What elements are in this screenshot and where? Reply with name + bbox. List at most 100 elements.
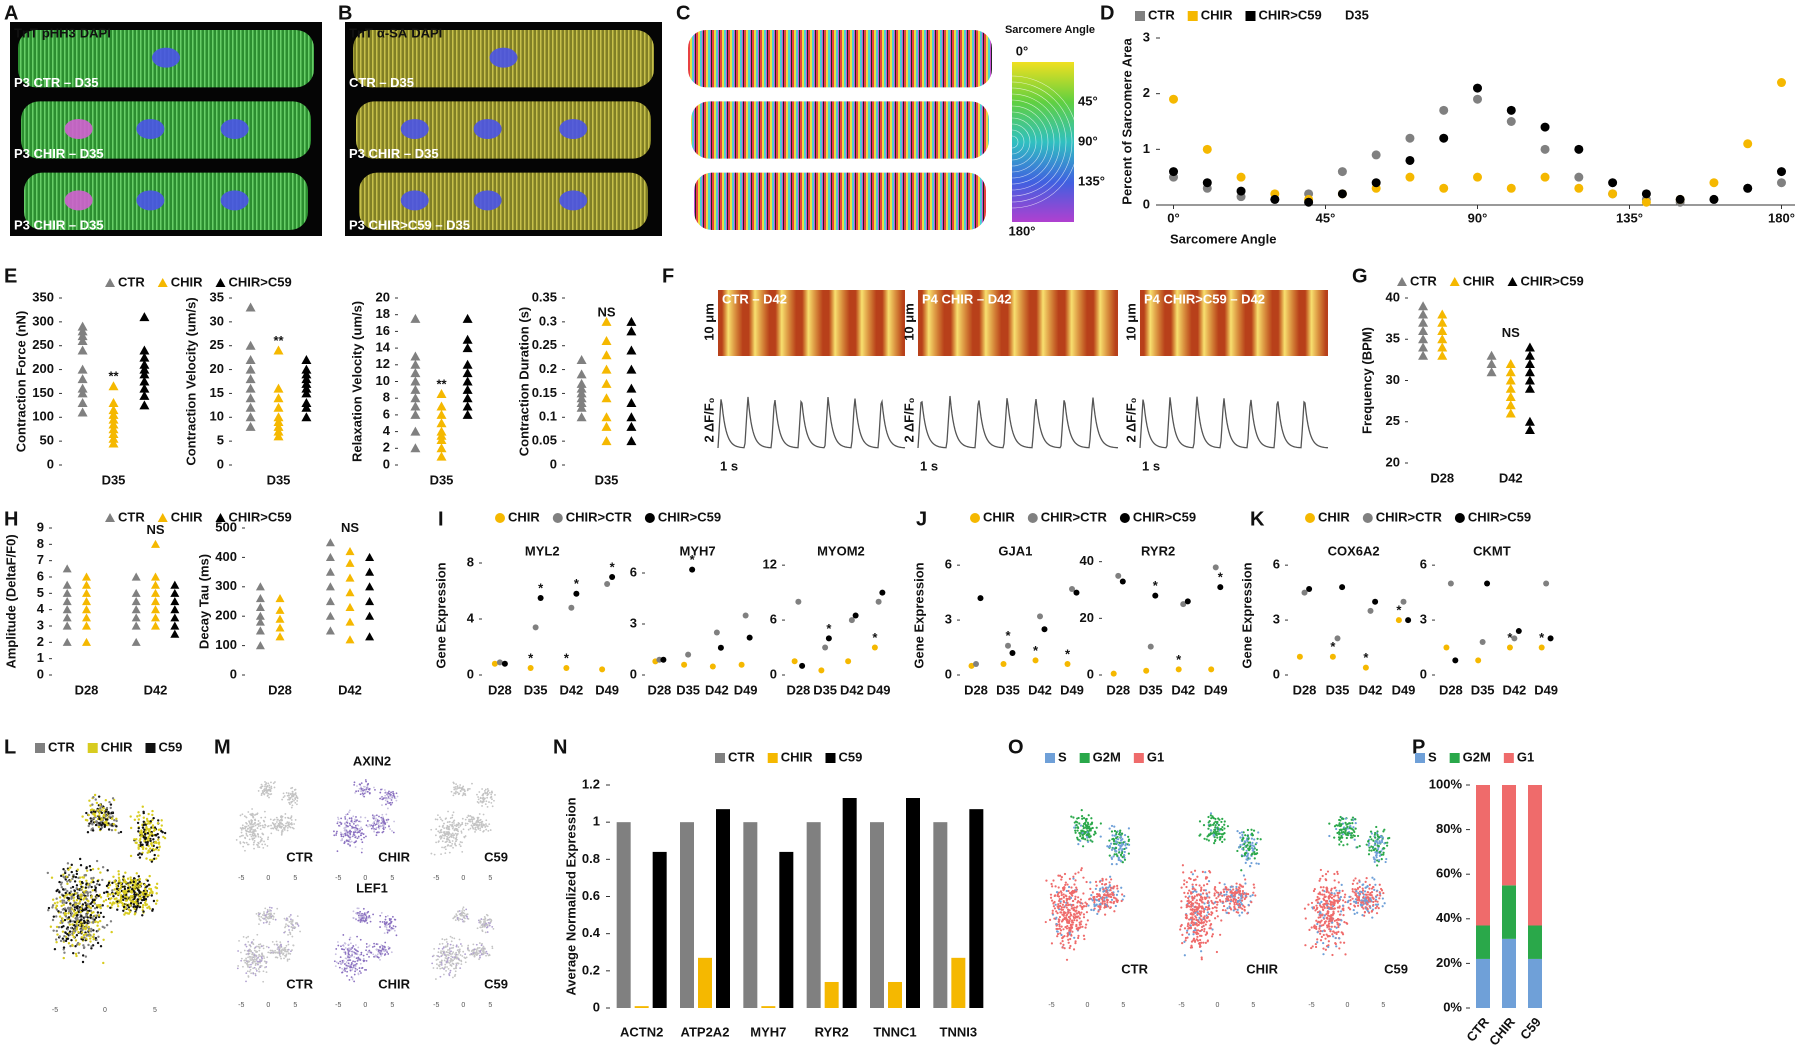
umap-dot: [267, 913, 270, 916]
umap-dot: [263, 957, 266, 959]
umap-dot: [1123, 895, 1126, 898]
y-axis-label: Contraction Duration (s): [516, 307, 531, 457]
panel-letter: F: [662, 265, 674, 287]
data-point: [1147, 643, 1154, 650]
umap-dot: [380, 912, 383, 914]
umap-dot: [251, 823, 254, 826]
umap-dot: [67, 916, 71, 919]
umap-dot: [350, 830, 353, 833]
umap-dot: [1049, 893, 1053, 896]
umap-dot: [389, 828, 391, 830]
data-point: [576, 369, 587, 379]
x-tick-label: D35: [595, 472, 619, 487]
umap-dot: [355, 790, 358, 793]
umap-dot: [296, 800, 299, 802]
umap-dot: [276, 819, 279, 821]
umap-dot: [141, 904, 145, 907]
umap-dot: [491, 925, 494, 928]
umap-dot: [255, 955, 257, 958]
umap-dot: [64, 891, 67, 895]
legend-marker: [105, 278, 115, 287]
legend-marker: [970, 513, 980, 523]
data-point: [1073, 589, 1080, 596]
x-tick-label: D49: [1392, 682, 1416, 697]
data-point: [626, 421, 637, 431]
umap-dot: [1090, 908, 1093, 911]
umap-dot: [279, 941, 282, 944]
umap-dot: [282, 949, 285, 952]
umap-dot: [147, 883, 151, 886]
umap-dot: [382, 797, 385, 800]
umap-dot: [461, 945, 463, 947]
umap-dot: [1056, 894, 1059, 898]
umap-dot: [455, 962, 458, 965]
umap-dot: [280, 957, 282, 960]
umap-dot: [486, 914, 489, 917]
umap-dot: [288, 825, 291, 828]
y-tick-label: 0.1: [539, 409, 557, 424]
umap-dot: [157, 838, 160, 841]
umap-dot: [368, 949, 371, 952]
umap-dot: [344, 967, 346, 970]
umap-dot: [479, 800, 482, 802]
umap-dot: [248, 838, 251, 841]
umap-dot: [153, 828, 157, 831]
umap-dot: [85, 866, 88, 869]
umap-dot: [1108, 827, 1111, 830]
umap-dot: [487, 829, 490, 832]
umap-dot: [122, 905, 126, 909]
data-point: [568, 604, 575, 611]
umap-dot: [472, 943, 475, 946]
angle-arc: [1011, 111, 1043, 173]
umap-dot: [270, 906, 273, 909]
umap-dot: [492, 927, 495, 930]
umap-dot: [91, 827, 94, 830]
umap-dot: [284, 816, 287, 819]
subchart-title: MYOM2: [817, 543, 865, 558]
umap-dot: [477, 796, 479, 798]
umap-dot: [482, 918, 485, 921]
umap-dot: [63, 951, 66, 954]
kymo-band: [855, 290, 877, 356]
umap-dot: [115, 825, 118, 828]
umap-dot: [123, 885, 126, 888]
umap-dot: [261, 824, 264, 827]
umap-dot: [451, 832, 454, 835]
umap-dot: [1068, 915, 1071, 918]
umap-dot: [392, 790, 394, 793]
umap-dot: [455, 825, 458, 827]
umap-dot: [291, 949, 293, 951]
umap-dot: [66, 937, 70, 940]
data-point: [301, 369, 312, 379]
umap-dot: [436, 958, 439, 961]
data-point: [301, 374, 312, 384]
umap-dot: [448, 836, 451, 839]
annotation: *: [1218, 570, 1224, 585]
umap-dot: [355, 962, 358, 965]
umap-dot: [491, 945, 494, 948]
umap-dot: [287, 816, 289, 819]
umap-dot: [286, 919, 289, 922]
umap-dot: [392, 925, 395, 927]
data-point: [1437, 326, 1448, 335]
umap-dot: [446, 840, 448, 843]
umap-dot: [362, 789, 364, 792]
nucleus: [559, 190, 588, 211]
data-point: [365, 597, 375, 606]
umap-dot: [288, 794, 290, 797]
umap-dot: [339, 956, 342, 958]
umap-dot: [51, 904, 55, 907]
umap-dot: [129, 854, 133, 858]
condition-label: CHIR: [378, 849, 410, 864]
umap-dot: [77, 902, 80, 905]
x-tick-label: D28: [647, 682, 671, 697]
umap-dot: [123, 913, 126, 916]
umap-dot: [354, 824, 357, 827]
umap-dot: [260, 783, 263, 786]
umap-dot: [242, 936, 245, 938]
umap-dot: [1105, 878, 1108, 881]
umap-dot: [81, 903, 85, 906]
umap-dot: [486, 931, 489, 933]
umap-dot: [390, 791, 392, 794]
umap-dot: [285, 953, 288, 956]
